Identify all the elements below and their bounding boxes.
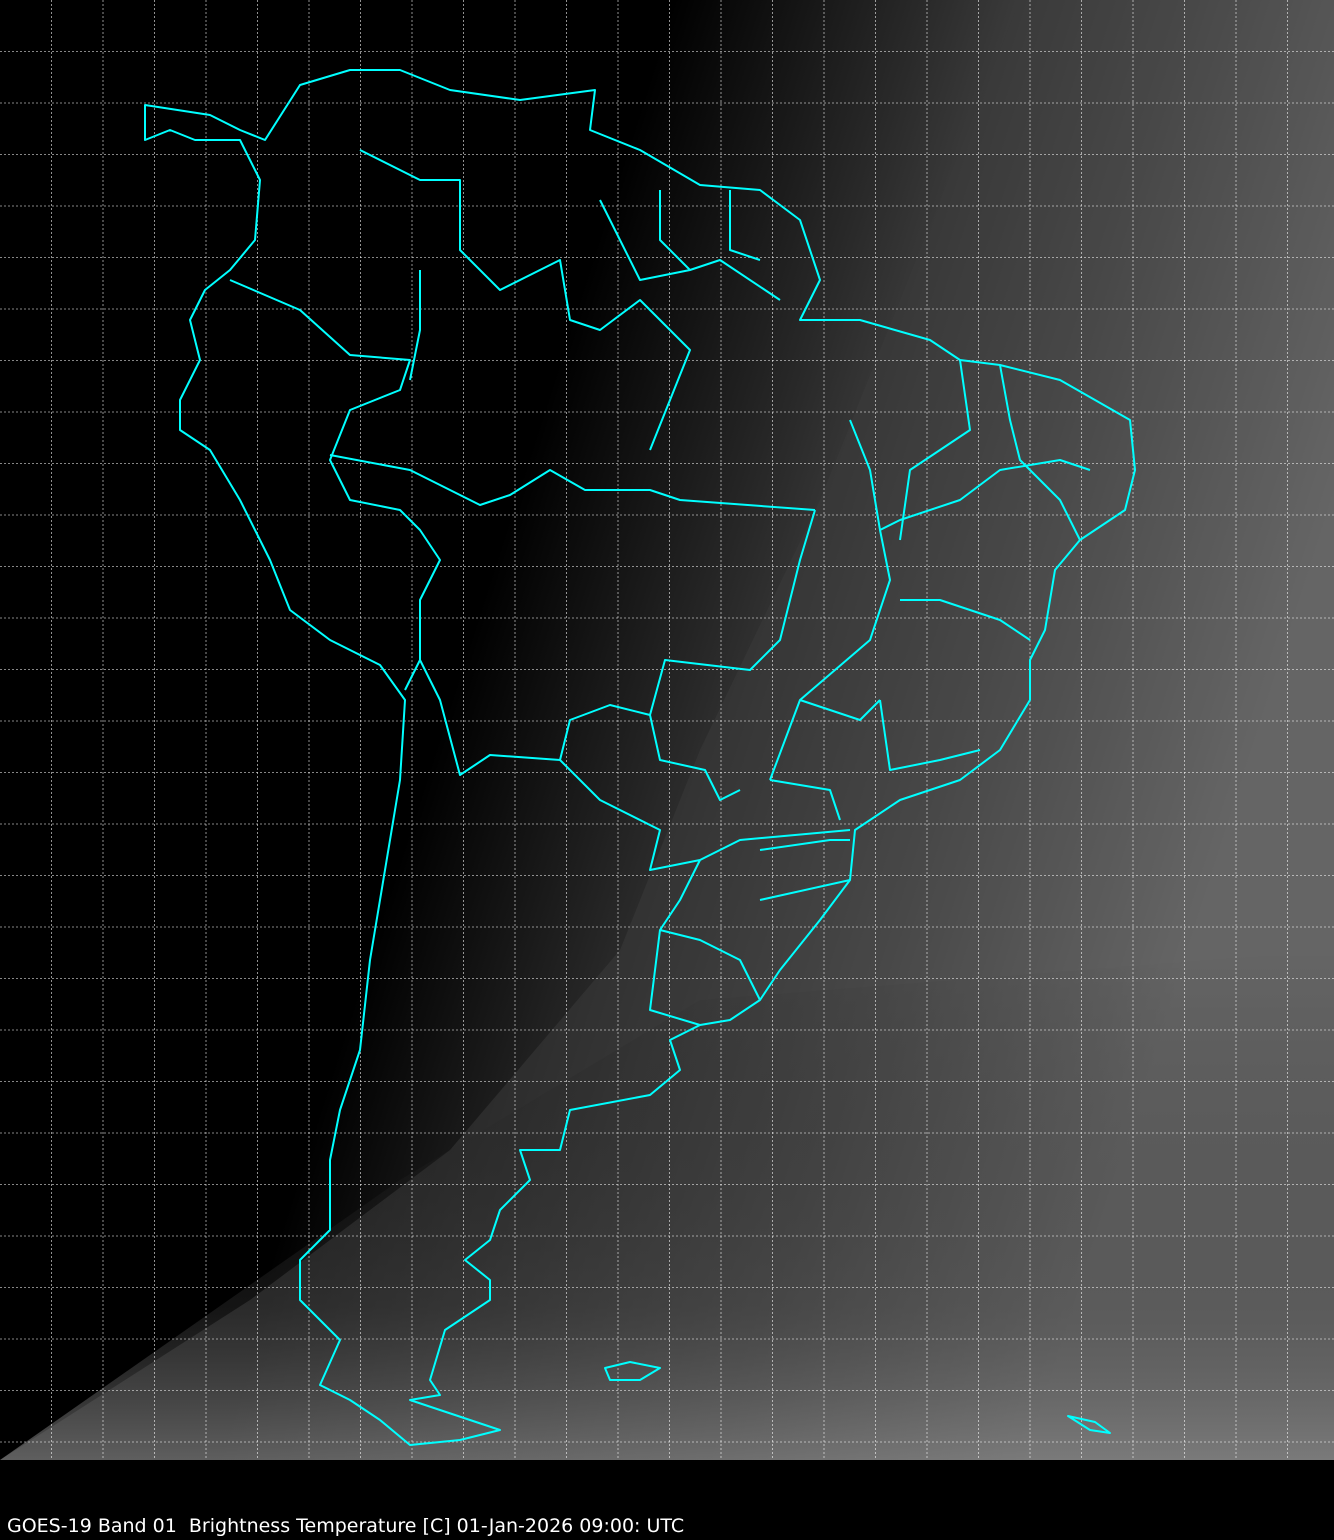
falkland-islands bbox=[604, 1361, 661, 1381]
coastlines-and-borders bbox=[144, 69, 1136, 1446]
south-america-coastline bbox=[144, 69, 1136, 1446]
country-borders bbox=[229, 149, 851, 1026]
sun-glint bbox=[1190, 610, 1334, 850]
brazil-state-borders bbox=[759, 359, 1091, 851]
image-caption: GOES-19 Band 01 Brightness Temperature [… bbox=[7, 1515, 685, 1537]
south-georgia bbox=[1067, 1415, 1111, 1434]
satellite-image bbox=[0, 0, 1334, 1460]
